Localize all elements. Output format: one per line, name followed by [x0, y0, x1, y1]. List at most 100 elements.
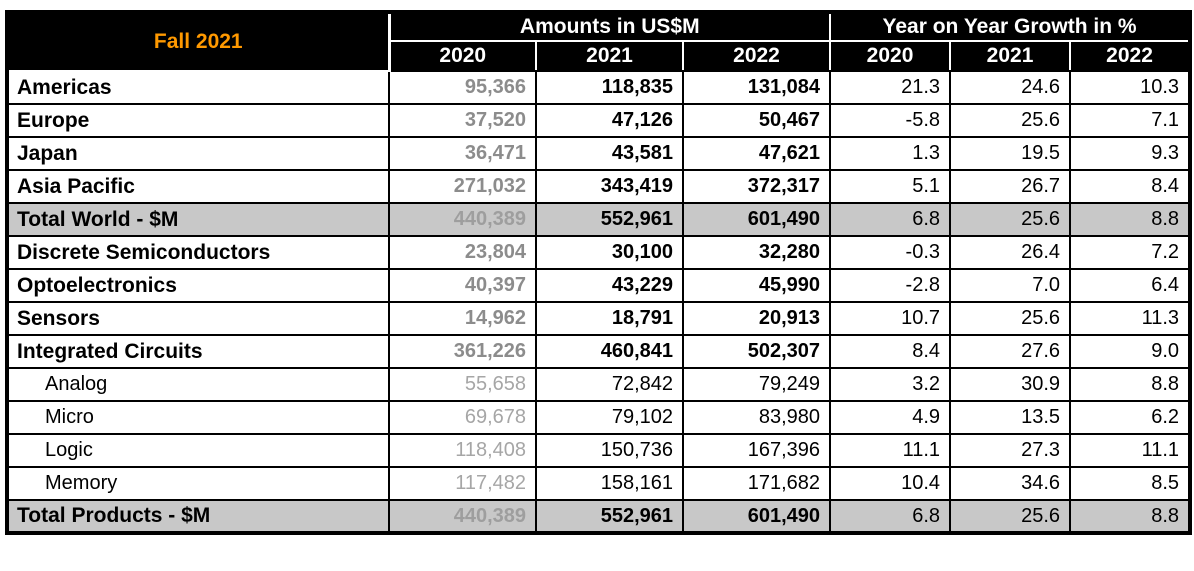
growth-2020-cell: 10.7 [829, 301, 952, 336]
growth-2021-cell: 27.3 [949, 433, 1072, 468]
amounts-year-2022-header: 2022 [681, 40, 832, 72]
growth-2020-cell: 1.3 [829, 136, 952, 171]
row-label: Total Products - $M [6, 499, 390, 534]
growth-2020-cell: -0.3 [829, 235, 952, 270]
growth-2022-cell: 10.3 [1069, 70, 1192, 105]
growth-2021-cell: 26.4 [949, 235, 1072, 270]
growth-2020-cell: 6.8 [829, 202, 952, 237]
table-row: Japan 36,471 43,581 47,621 1.3 19.5 9.3 [6, 136, 1192, 171]
growth-2020-cell: -5.8 [829, 103, 952, 138]
growth-2020-cell: 6.8 [829, 499, 952, 534]
growth-2021-cell: 7.0 [949, 268, 1072, 303]
row-label: Logic [6, 433, 390, 468]
growth-2022-cell: 6.2 [1069, 400, 1192, 435]
growth-2021-cell: 27.6 [949, 334, 1072, 369]
growth-2020-cell: 11.1 [829, 433, 952, 468]
row-label: Total World - $M [6, 202, 390, 237]
amount-2022-cell: 601,490 [681, 202, 832, 237]
table-body: Americas 95,366 118,835 131,084 21.3 24.… [6, 70, 1192, 534]
amount-2021-cell: 150,736 [535, 433, 684, 468]
amounts-year-2021-header: 2021 [535, 40, 684, 72]
amount-2022-cell: 79,249 [681, 367, 832, 402]
growth-2021-cell: 25.6 [949, 103, 1072, 138]
growth-year-2020-header: 2020 [829, 40, 952, 72]
growth-2021-cell: 34.6 [949, 466, 1072, 501]
amount-2022-cell: 131,084 [681, 70, 832, 105]
table-row: Total Products - $M 440,389 552,961 601,… [6, 499, 1192, 534]
amount-2022-cell: 171,682 [681, 466, 832, 501]
amount-2020-cell: 40,397 [388, 268, 537, 303]
growth-2022-cell: 7.1 [1069, 103, 1192, 138]
amount-2021-cell: 118,835 [535, 70, 684, 105]
growth-2020-cell: -2.8 [829, 268, 952, 303]
table-row: Discrete Semiconductors 23,804 30,100 32… [6, 235, 1192, 270]
table-row: Sensors 14,962 18,791 20,913 10.7 25.6 1… [6, 301, 1192, 336]
growth-2021-cell: 13.5 [949, 400, 1072, 435]
amount-2021-cell: 47,126 [535, 103, 684, 138]
amount-2022-cell: 601,490 [681, 499, 832, 534]
growth-2022-cell: 8.5 [1069, 466, 1192, 501]
amount-2021-cell: 43,229 [535, 268, 684, 303]
row-label: Integrated Circuits [6, 334, 390, 369]
growth-2022-cell: 8.8 [1069, 499, 1192, 534]
table-row: Analog 55,658 72,842 79,249 3.2 30.9 8.8 [6, 367, 1192, 402]
amount-2021-cell: 158,161 [535, 466, 684, 501]
growth-2022-cell: 8.8 [1069, 367, 1192, 402]
amount-2022-cell: 20,913 [681, 301, 832, 336]
amounts-year-2020-header: 2020 [388, 40, 537, 72]
amount-2020-cell: 14,962 [388, 301, 537, 336]
amount-2021-cell: 72,842 [535, 367, 684, 402]
growth-2022-cell: 6.4 [1069, 268, 1192, 303]
amount-2021-cell: 18,791 [535, 301, 684, 336]
table-row: Americas 95,366 118,835 131,084 21.3 24.… [6, 70, 1192, 105]
amount-2021-cell: 343,419 [535, 169, 684, 204]
season-label: Fall 2021 [6, 11, 391, 72]
growth-2021-cell: 24.6 [949, 70, 1072, 105]
growth-2021-cell: 25.6 [949, 301, 1072, 336]
growth-2022-cell: 9.0 [1069, 334, 1192, 369]
amount-2020-cell: 95,366 [388, 70, 537, 105]
amount-2021-cell: 552,961 [535, 202, 684, 237]
amount-2022-cell: 50,467 [681, 103, 832, 138]
growth-2020-cell: 4.9 [829, 400, 952, 435]
amount-2020-cell: 23,804 [388, 235, 537, 270]
amounts-group-header: Amounts in US$M [387, 11, 832, 42]
table-row: Logic 118,408 150,736 167,396 11.1 27.3 … [6, 433, 1192, 468]
growth-2020-cell: 3.2 [829, 367, 952, 402]
growth-year-2022-header: 2022 [1069, 40, 1192, 72]
row-label: Sensors [6, 301, 390, 336]
table-row: Europe 37,520 47,126 50,467 -5.8 25.6 7.… [6, 103, 1192, 138]
table-row: Total World - $M 440,389 552,961 601,490… [6, 202, 1192, 237]
growth-2021-cell: 26.7 [949, 169, 1072, 204]
growth-2022-cell: 8.8 [1069, 202, 1192, 237]
growth-2020-cell: 21.3 [829, 70, 952, 105]
amount-2020-cell: 118,408 [388, 433, 537, 468]
amount-2022-cell: 167,396 [681, 433, 832, 468]
table-row: Memory 117,482 158,161 171,682 10.4 34.6… [6, 466, 1192, 501]
amount-2022-cell: 372,317 [681, 169, 832, 204]
amount-2020-cell: 37,520 [388, 103, 537, 138]
amount-2020-cell: 271,032 [388, 169, 537, 204]
amount-2020-cell: 440,389 [388, 499, 537, 534]
table-header: Fall 2021 Amounts in US$M Year on Year G… [6, 11, 1192, 72]
amount-2021-cell: 552,961 [535, 499, 684, 534]
amount-2022-cell: 502,307 [681, 334, 832, 369]
growth-2021-cell: 30.9 [949, 367, 1072, 402]
row-label: Japan [6, 136, 390, 171]
amount-2020-cell: 361,226 [388, 334, 537, 369]
group-header-row: Fall 2021 Amounts in US$M Year on Year G… [6, 11, 1192, 72]
row-label: Micro [6, 400, 390, 435]
growth-2022-cell: 9.3 [1069, 136, 1192, 171]
growth-2020-cell: 8.4 [829, 334, 952, 369]
amount-2020-cell: 117,482 [388, 466, 537, 501]
amount-2021-cell: 79,102 [535, 400, 684, 435]
table-row: Integrated Circuits 361,226 460,841 502,… [6, 334, 1192, 369]
growth-2022-cell: 7.2 [1069, 235, 1192, 270]
forecast-table: Fall 2021 Amounts in US$M Year on Year G… [5, 10, 1193, 535]
row-label: Europe [6, 103, 390, 138]
table-row: Asia Pacific 271,032 343,419 372,317 5.1… [6, 169, 1192, 204]
amount-2022-cell: 47,621 [681, 136, 832, 171]
amount-2021-cell: 30,100 [535, 235, 684, 270]
row-label: Americas [6, 70, 390, 105]
amount-2022-cell: 45,990 [681, 268, 832, 303]
